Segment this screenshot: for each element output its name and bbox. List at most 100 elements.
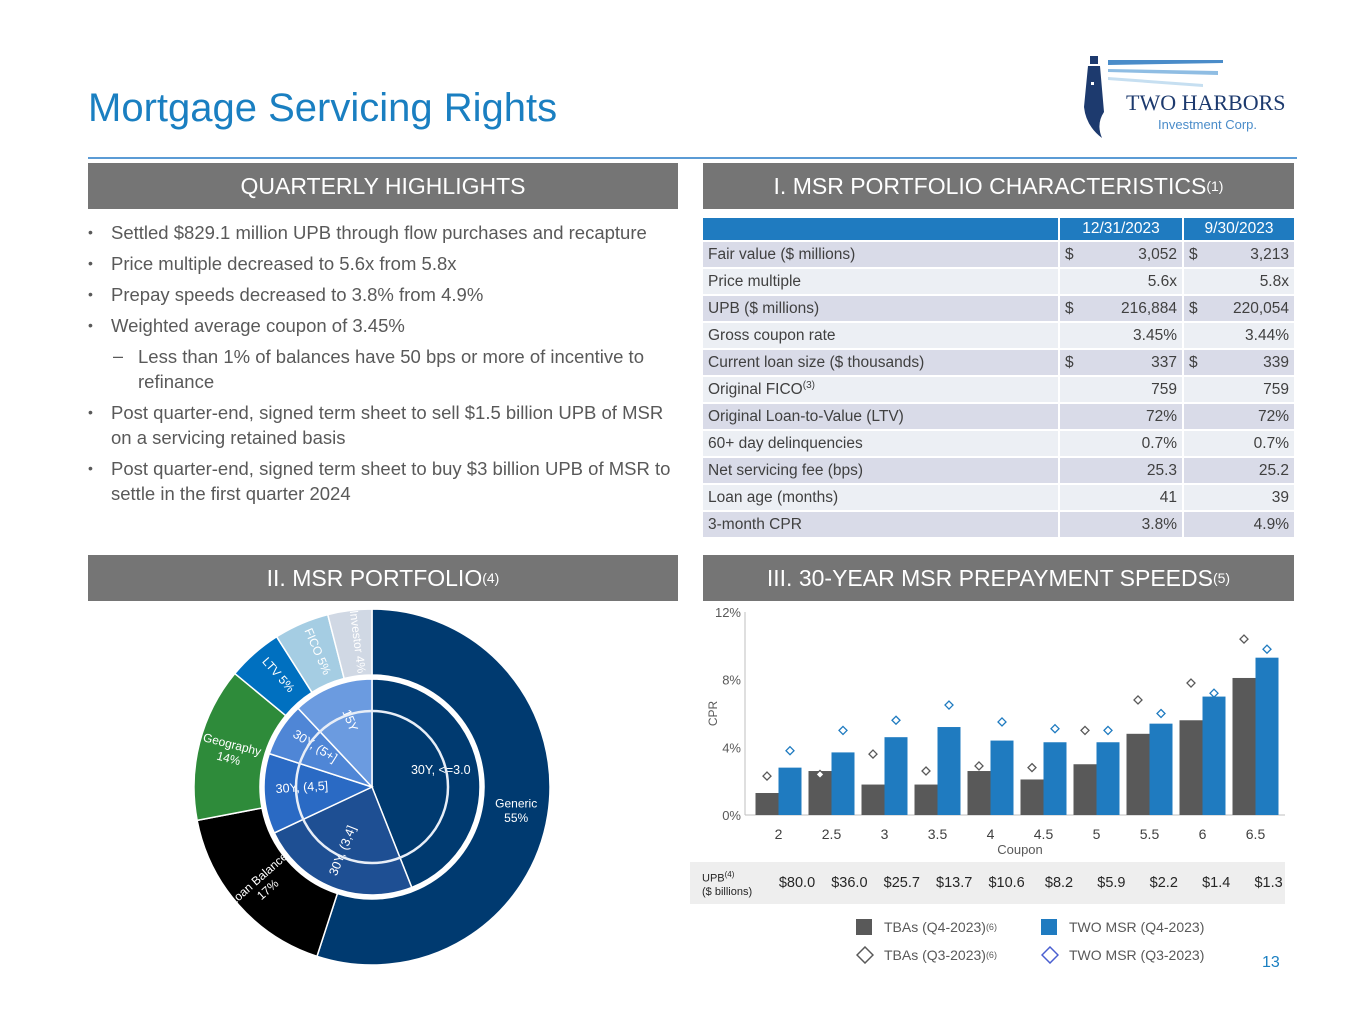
prepay-footnote: (5) <box>1212 570 1231 586</box>
value-text: 0.7% <box>1253 434 1289 452</box>
table-row: Net servicing fee (bps) 25.3 25.2 <box>703 456 1294 484</box>
table-row: Loan age (months) 41 39 <box>703 483 1294 511</box>
prepayment-speeds-chart: 0% 4% 8% 12% CPR Coupon 2 2.5 3 3.5 4 4.5 5 5.5 6 6.5 <box>706 605 1285 857</box>
table-header-blank <box>703 218 1059 241</box>
currency-sign <box>1065 489 1079 507</box>
value-text: 759 <box>1151 380 1177 398</box>
value-q4: 3.45% <box>1058 321 1183 349</box>
characteristics-table: 12/31/2023 9/30/2023 Fair value ($ milli… <box>703 218 1294 537</box>
tba-q4-bar <box>1179 720 1203 815</box>
row-label-text: 3-month CPR <box>708 516 802 534</box>
currency-sign <box>1065 381 1079 399</box>
quarterly-highlights-header: QUARTERLY HIGHLIGHTS <box>88 163 678 209</box>
logo-subtitle: Investment Corp. <box>1158 117 1257 132</box>
row-label: 3-month CPR <box>703 510 1059 537</box>
legend-label: TBAs (Q4-2023) <box>884 919 986 935</box>
characteristics-footnote: (1) <box>1206 178 1224 194</box>
tba-q4-bar <box>1020 779 1044 815</box>
x-tick-label: 5.5 <box>1140 826 1160 842</box>
table-row: Original FICO(3) 759 759 <box>703 375 1294 403</box>
bullet-marker: • <box>88 317 93 333</box>
msr-q4-bar <box>1202 696 1226 815</box>
currency-sign <box>1189 273 1203 291</box>
logo-name: TWO HARBORS <box>1126 90 1286 115</box>
row-label-text: Price multiple <box>708 273 802 291</box>
tba-q3-marker <box>921 766 931 776</box>
legend-label: TWO MSR (Q3-2023) <box>1069 947 1205 963</box>
value-text: 3,213 <box>1250 245 1289 263</box>
y-tick-label: 12% <box>715 605 741 620</box>
msr-portfolio-donut-chart: Generic 55%Loan Balance17%Geography14%LTV… <box>193 608 551 966</box>
currency-sign <box>1065 327 1079 345</box>
page-number: 13 <box>1262 954 1280 971</box>
tba-q4-bar <box>755 793 779 815</box>
highlight-item: • Settled $829.1 million UPB through flow… <box>88 220 678 245</box>
value-q3: 759 <box>1182 375 1294 403</box>
upb-value: $5.9 <box>1097 875 1126 891</box>
tba-q3-marker <box>1080 725 1090 736</box>
value-q3: 4.9% <box>1182 510 1294 537</box>
tba-q4-bar <box>1232 677 1256 815</box>
value-q4: 759 <box>1058 375 1183 403</box>
inner-slice <box>297 678 373 789</box>
msr-q4-bar <box>937 727 961 815</box>
currency-sign <box>1065 516 1079 534</box>
highlights-list: • Settled $829.1 million UPB through flow… <box>88 220 678 512</box>
upb-label-unit: ($ billions) <box>702 885 753 898</box>
value-text: 39 <box>1271 488 1289 506</box>
row-label-text: Loan age (months) <box>708 489 839 507</box>
value-text: 216,884 <box>1120 299 1177 317</box>
row-label-text: Original Loan-to-Value (LTV) <box>708 408 904 426</box>
inner-ring-outline <box>294 709 450 865</box>
title-divider <box>88 157 1297 159</box>
upb-label-footnote: (4) <box>724 870 735 879</box>
portfolio-header: II. MSR PORTFOLIO (4) <box>88 555 678 601</box>
row-label: Original Loan-to-Value (LTV) <box>703 402 1059 430</box>
currency-sign <box>1189 381 1203 399</box>
tba-q4-bar <box>808 771 832 815</box>
inner-slice-label: 30Y, <=3.0 <box>411 763 471 777</box>
upb-value: $25.7 <box>883 875 920 891</box>
highlight-item: • Prepay speeds decreased to 3.8% from 4.… <box>88 282 678 307</box>
x-tick-label: 3.5 <box>928 826 948 842</box>
value-q4: 0.7% <box>1058 429 1183 457</box>
currency-sign <box>1065 273 1079 291</box>
upb-value: $1.4 <box>1202 875 1231 891</box>
value-text: 759 <box>1263 380 1289 398</box>
x-tick-label: 4.5 <box>1034 826 1054 842</box>
tba-q4-bar <box>1126 733 1150 815</box>
page-title: Mortgage Servicing Rights <box>88 86 558 130</box>
value-text: 3.44% <box>1245 326 1289 344</box>
msr-q4-bar <box>1043 742 1067 815</box>
value-q3: $3,213 <box>1182 240 1294 268</box>
currency-sign: $ <box>1065 353 1074 371</box>
value-q3: $220,054 <box>1182 294 1294 322</box>
value-q3: 3.44% <box>1182 321 1294 349</box>
y-tick-label: 4% <box>722 740 741 755</box>
upb-value: $1.3 <box>1254 875 1283 891</box>
msr-q3-marker <box>1156 708 1166 719</box>
dash-marker: – <box>113 346 124 366</box>
highlight-item: • Price multiple decreased to 5.6x from 5… <box>88 251 678 276</box>
table-header-q4: 12/31/2023 <box>1058 218 1183 241</box>
highlight-item: • Post quarter-end, signed term sheet to … <box>88 400 678 450</box>
bullet-marker: • <box>88 255 93 271</box>
table-row: Price multiple 5.6x 5.8x <box>703 267 1294 295</box>
value-q4: 25.3 <box>1058 456 1183 484</box>
inner-slice-label: 30Y, (4,5] <box>275 779 328 796</box>
msr-q3-marker <box>997 717 1007 727</box>
table-header-q3: 9/30/2023 <box>1182 218 1294 241</box>
tba-q3-marker <box>815 769 825 780</box>
highlight-text: Settled $829.1 million UPB through flow … <box>111 222 647 243</box>
highlight-subitem: – Less than 1% of balances have 50 bps or… <box>88 344 678 394</box>
currency-sign: $ <box>1189 353 1198 371</box>
row-label: Gross coupon rate <box>703 321 1059 349</box>
msr-q4-bar <box>884 737 908 815</box>
table-row: Original Loan-to-Value (LTV) 72% 72% <box>703 402 1294 430</box>
upb-value: $80.0 <box>778 875 816 891</box>
square-swatch-icon <box>856 919 872 935</box>
msr-q3-marker <box>785 745 795 756</box>
row-label: 60+ day delinquencies <box>703 429 1059 457</box>
quarterly-highlights-title: QUARTERLY HIGHLIGHTS <box>240 172 526 199</box>
currency-sign: $ <box>1065 299 1074 317</box>
